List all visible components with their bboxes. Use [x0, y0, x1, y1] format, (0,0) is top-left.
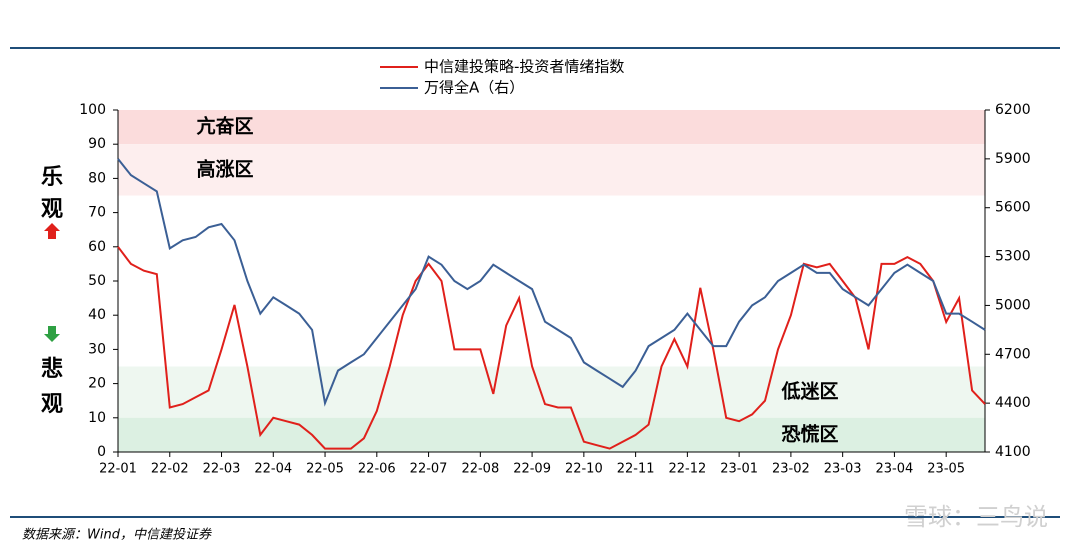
legend-label: 中信建投策略-投资者情绪指数	[424, 58, 624, 76]
x-tick-label: 22-02	[151, 462, 189, 477]
zone	[118, 366, 985, 418]
x-tick-label: 22-11	[617, 462, 655, 477]
zone-label: 高涨区	[196, 157, 253, 180]
x-tick-label: 22-03	[203, 462, 241, 477]
x-tick-label: 23-03	[824, 462, 862, 477]
x-tick-label: 23-05	[927, 462, 965, 477]
watermark: 雪球：三鸟说	[904, 503, 1048, 531]
x-tick-label: 22-12	[668, 462, 706, 477]
y-tick-label: 30	[88, 341, 106, 357]
zone	[118, 417, 985, 452]
y-tick-label: 70	[88, 205, 106, 221]
x-tick-label: 22-07	[410, 462, 448, 477]
y-tick-label: 20	[88, 376, 106, 392]
y2-tick-label: 4700	[995, 346, 1031, 362]
zone-label: 低迷区	[780, 380, 838, 403]
y-tick-label: 60	[88, 239, 106, 255]
y-tick-label: 10	[88, 410, 106, 426]
y2-tick-label: 6200	[995, 102, 1031, 118]
y2-tick-label: 5600	[995, 200, 1031, 216]
source: 数据来源：Wind，中信建投证券	[22, 528, 212, 543]
x-tick-label: 22-08	[461, 462, 499, 477]
y-tick-label: 100	[79, 102, 106, 118]
side-label: 悲	[41, 356, 63, 382]
x-tick-label: 23-02	[772, 462, 810, 477]
y-tick-label: 40	[88, 307, 106, 323]
y2-tick-label: 5300	[995, 249, 1031, 265]
x-tick-label: 22-09	[513, 462, 551, 477]
zone	[118, 110, 985, 145]
y-tick-label: 50	[88, 273, 106, 289]
x-tick-label: 22-01	[99, 462, 137, 477]
y-tick-label: 80	[88, 170, 106, 186]
side-label: 观	[41, 197, 63, 222]
series-line	[117, 246, 986, 450]
x-tick-label: 22-05	[306, 462, 344, 477]
x-tick-label: 23-01	[720, 462, 758, 477]
zone-label: 恐慌区	[781, 422, 838, 445]
down-arrow	[44, 326, 60, 342]
side-label: 乐	[41, 165, 63, 190]
side-label: 观	[41, 392, 63, 417]
series-line	[117, 158, 986, 407]
y2-tick-label: 4400	[995, 395, 1031, 411]
x-tick-label: 23-04	[876, 462, 914, 477]
y2-tick-label: 5000	[995, 297, 1031, 313]
up-arrow	[44, 223, 60, 239]
y-tick-label: 90	[88, 136, 106, 152]
y2-tick-label: 4100	[995, 444, 1031, 460]
y2-tick-label: 5900	[995, 151, 1031, 167]
x-tick-label: 22-04	[254, 462, 292, 477]
legend-label: 万得全A（右）	[424, 79, 524, 97]
x-tick-label: 22-10	[565, 462, 603, 477]
x-tick-label: 22-06	[358, 462, 396, 477]
y-tick-label: 0	[97, 444, 106, 460]
zone-label: 亢奋区	[196, 115, 253, 138]
zone	[118, 144, 985, 196]
